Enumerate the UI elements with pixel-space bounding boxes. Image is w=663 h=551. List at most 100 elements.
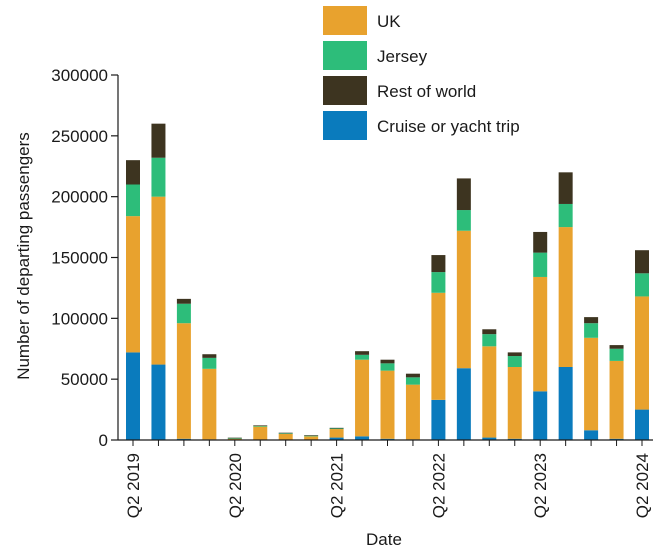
bar-segment-cruise-or-yacht-trip [380,438,395,440]
bar-segment-jersey [355,354,370,360]
bar-segment-jersey [456,210,471,231]
bar-segment-uk [533,276,548,392]
legend-swatch-uk [323,6,367,35]
bar-segment-cruise-or-yacht-trip [355,436,370,440]
bar-segment-uk [253,426,268,440]
legend-label-rest-of-world: Rest of world [377,82,476,101]
bar-segment-uk [584,337,599,431]
x-tick-label: Q2 2021 [328,453,347,518]
bar-segment-cruise-or-yacht-trip [584,430,599,440]
bar-segment-rest-of-world [304,435,319,436]
x-axis: Q2 2019 Q2 2020 Q2 2021 Q2 2022 Q2 2023 Q2 20… [118,439,653,518]
bar-segment-rest-of-world [609,345,624,349]
bar-segment-jersey [482,334,497,347]
y-tick-label: 100000 [51,309,108,328]
bar-segment-uk [355,359,370,437]
bar-segment-cruise-or-yacht-trip [431,399,446,440]
x-tick-label: Q2 2024 [633,453,652,518]
y-tick-label: 200000 [51,188,108,207]
bar-segment-rest-of-world [507,352,522,357]
bar-segment-uk [202,368,217,440]
bar-segment-rest-of-world [405,373,420,378]
legend-swatch-jersey [323,41,367,70]
legend-swatch-rest-of-world [323,76,367,105]
legend-swatch-cruise-or-yacht-trip [323,111,367,140]
bar-segment-jersey [405,377,420,385]
bar-segment-rest-of-world [227,437,242,439]
y-axis: 0 50000 100000 150000 200000 250000 300000 [51,66,119,450]
x-tick-label: Q2 2020 [226,453,245,518]
bar-segment-cruise-or-yacht-trip [533,391,548,440]
y-axis-title: Number of departing passengers [14,132,33,380]
bars [126,123,649,440]
bar-segment-rest-of-world [151,123,166,158]
bar-segment-uk [507,367,522,439]
bar-segment-jersey [584,323,599,338]
bar-segment-uk [431,292,446,400]
bar-segment-rest-of-world [431,255,446,273]
bar-segment-uk [456,230,471,369]
legend-label-jersey: Jersey [377,47,428,66]
bar-segment-cruise-or-yacht-trip [507,438,522,440]
bar-segment-rest-of-world [202,354,217,358]
bar-segment-cruise-or-yacht-trip [635,409,649,440]
bar-segment-jersey [126,184,140,217]
legend-label-uk: UK [377,12,401,31]
bar-segment-jersey [380,363,395,371]
y-tick-label: 0 [99,431,108,450]
bar-segment-jersey [278,433,293,434]
y-tick-label: 300000 [51,66,108,85]
bar-segment-uk [329,429,344,438]
bar-segment-jersey [635,273,649,297]
bar-segment-cruise-or-yacht-trip [329,437,344,440]
bar-segment-jersey [202,357,217,369]
x-tick-label: Q2 2019 [124,453,143,518]
bar-segment-jersey [558,203,573,228]
bar-segment-jersey [176,303,191,324]
bar-segment-rest-of-world [380,359,395,364]
bar-segment-uk [635,296,649,410]
x-tick-label: Q2 2023 [531,453,550,518]
y-tick-label: 50000 [61,370,108,389]
bar-segment-jersey [329,428,344,430]
bar-segment-rest-of-world [482,329,497,335]
x-tick-label: Q2 2022 [429,453,448,518]
bar-segment-rest-of-world [329,427,344,429]
bar-segment-uk [151,196,166,365]
bar-segment-jersey [253,426,268,427]
bar-segment-rest-of-world [558,172,573,204]
bar-segment-uk [304,436,319,440]
legend-label-cruise-or-yacht-trip: Cruise or yacht trip [377,117,520,136]
x-axis-title: Date [366,530,402,549]
bar-segment-cruise-or-yacht-trip [176,438,191,440]
bar-segment-uk [558,227,573,367]
bar-segment-rest-of-world [635,250,649,274]
bar-segment-rest-of-world [456,178,471,211]
bar-segment-uk [227,438,242,440]
bar-segment-jersey [151,157,166,197]
bar-segment-cruise-or-yacht-trip [456,368,471,440]
bar-segment-jersey [533,252,548,277]
bar-segment-uk [380,370,395,439]
bar-segment-rest-of-world [253,425,268,427]
bar-segment-uk [482,346,497,438]
bar-segment-cruise-or-yacht-trip [609,438,624,440]
bar-segment-cruise-or-yacht-trip [558,367,573,440]
bar-segment-uk [609,360,624,439]
bar-segment-cruise-or-yacht-trip [126,352,140,440]
bar-segment-rest-of-world [176,298,191,304]
bar-segment-rest-of-world [355,351,370,355]
bar-segment-rest-of-world [533,231,548,253]
bar-segment-cruise-or-yacht-trip [482,437,497,440]
bar-segment-jersey [431,272,446,293]
bar-segment-uk [278,433,293,440]
bar-segment-jersey [227,437,242,439]
bar-segment-jersey [609,348,624,361]
bar-segment-rest-of-world [278,432,293,434]
y-tick-label: 250000 [51,127,108,146]
y-tick-label: 150000 [51,249,108,268]
bar-segment-jersey [507,356,522,367]
legend: UK Jersey Rest of world Cruise or yacht tri… [323,6,520,140]
bar-segment-uk [405,384,420,440]
